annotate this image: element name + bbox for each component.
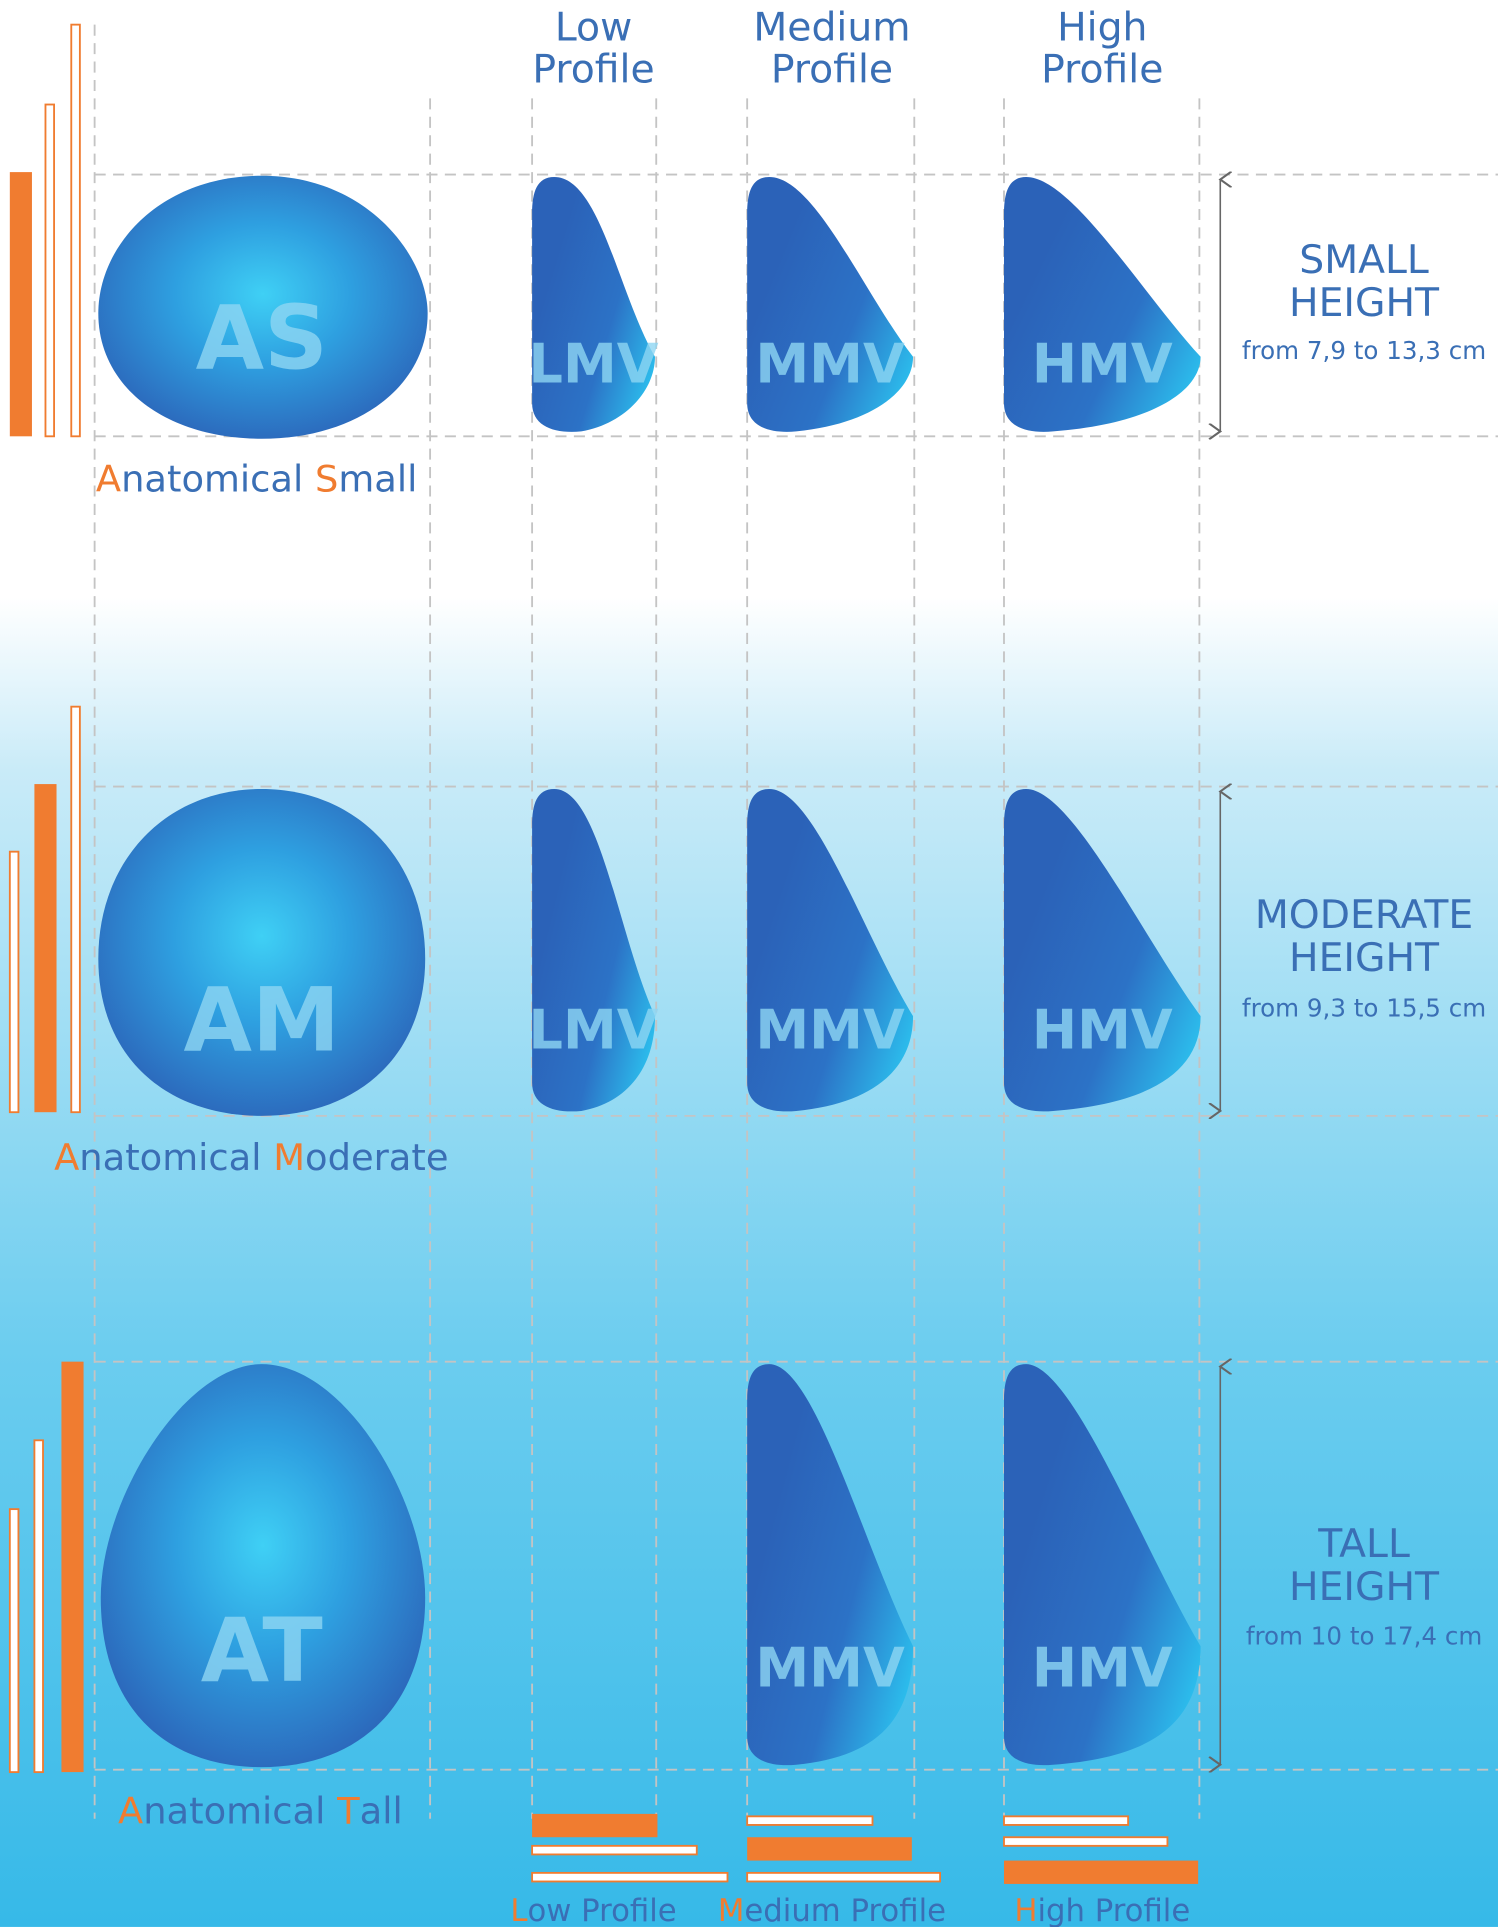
- column-header: Medium: [753, 6, 910, 51]
- profile-bar: [531, 1871, 729, 1883]
- profile-code: HMV: [1032, 1637, 1173, 1700]
- label-part: edium Profile: [744, 1893, 946, 1927]
- label-part: natomical: [143, 1790, 337, 1833]
- profile-code: MMV: [755, 332, 905, 395]
- height-bar: [70, 705, 81, 1114]
- column-header: Profile: [1041, 47, 1163, 92]
- label-part: ow Profile: [528, 1893, 677, 1927]
- label-part: oderate: [305, 1136, 449, 1179]
- profile-bar: [1003, 1860, 1199, 1884]
- label-part: S: [315, 458, 338, 501]
- label-part: mall: [338, 458, 417, 501]
- label-part: A: [54, 1136, 79, 1179]
- height-bar: [8, 850, 20, 1114]
- label-part: T: [336, 1790, 360, 1833]
- height-bar: [8, 1508, 20, 1774]
- column-header: Profile: [771, 47, 893, 92]
- profile-shape: [747, 1364, 914, 1766]
- shape-code: AM: [183, 969, 340, 1072]
- height-bar: [61, 1361, 84, 1773]
- label-part: H: [1014, 1893, 1037, 1927]
- label: Anatomical Tall: [118, 1790, 403, 1833]
- label-part: M: [273, 1136, 305, 1179]
- profile-bar: [531, 1844, 698, 1856]
- profile-bar: [746, 1871, 942, 1883]
- height-title: MODERATE: [1255, 893, 1473, 938]
- height-title: TALL: [1317, 1522, 1410, 1567]
- profile-bar: [1003, 1836, 1169, 1847]
- profile-code: LMV: [529, 999, 659, 1062]
- height-range: from 9,3 to 15,5 cm: [1242, 993, 1486, 1022]
- height-bar: [9, 172, 32, 437]
- label-part: M: [718, 1893, 745, 1927]
- column-header: Low: [555, 6, 632, 51]
- height-title: HEIGHT: [1289, 936, 1440, 981]
- column-header: High: [1057, 6, 1147, 51]
- label-part: natomical: [79, 1136, 273, 1179]
- profile-bar: [532, 1813, 658, 1838]
- profile-shape: [1003, 788, 1201, 1112]
- profile-shape: [532, 788, 655, 1112]
- anatomical-shape: [98, 175, 428, 439]
- label-part: L: [510, 1893, 527, 1927]
- height-title: SMALL: [1299, 238, 1429, 283]
- height-bar: [44, 103, 55, 438]
- height-bar: [34, 784, 57, 1113]
- label-part: igh Profile: [1037, 1893, 1190, 1927]
- profile-bar: [746, 1815, 874, 1826]
- profile-code: LMV: [529, 332, 659, 395]
- profile-shape: [1003, 177, 1201, 432]
- height-range: from 7,9 to 13,3 cm: [1242, 336, 1486, 365]
- shape-code: AS: [196, 287, 328, 390]
- profile-bar: [1003, 1815, 1130, 1826]
- label-part: all: [360, 1790, 403, 1833]
- profile-code: HMV: [1032, 332, 1173, 395]
- height-range: from 10 to 17,4 cm: [1246, 1621, 1482, 1650]
- label: Low Profile: [510, 1893, 676, 1927]
- anatomical-shape: [98, 788, 426, 1116]
- profile-shape: [1003, 1364, 1201, 1766]
- column-header: Profile: [532, 47, 654, 92]
- profile-shape: [747, 177, 914, 432]
- height-bar: [33, 1439, 44, 1774]
- profile-code: MMV: [755, 1637, 905, 1700]
- label-part: A: [118, 1790, 143, 1833]
- shape-code: AT: [201, 1599, 323, 1702]
- label: Anatomical Moderate: [54, 1136, 448, 1179]
- anatomical-shape: [100, 1364, 426, 1768]
- label: High Profile: [1014, 1893, 1190, 1927]
- height-bar: [70, 23, 81, 438]
- profile-code: HMV: [1032, 999, 1173, 1062]
- label-part: natomical: [121, 458, 315, 501]
- label: Anatomical Small: [96, 458, 418, 501]
- label: Medium Profile: [718, 1893, 946, 1927]
- profile-shape: [747, 788, 914, 1112]
- label-part: A: [96, 458, 121, 501]
- profile-shape: [532, 177, 655, 432]
- height-title: HEIGHT: [1289, 281, 1440, 326]
- height-title: HEIGHT: [1289, 1565, 1440, 1610]
- profile-bar: [747, 1837, 912, 1861]
- profile-code: MMV: [755, 999, 905, 1062]
